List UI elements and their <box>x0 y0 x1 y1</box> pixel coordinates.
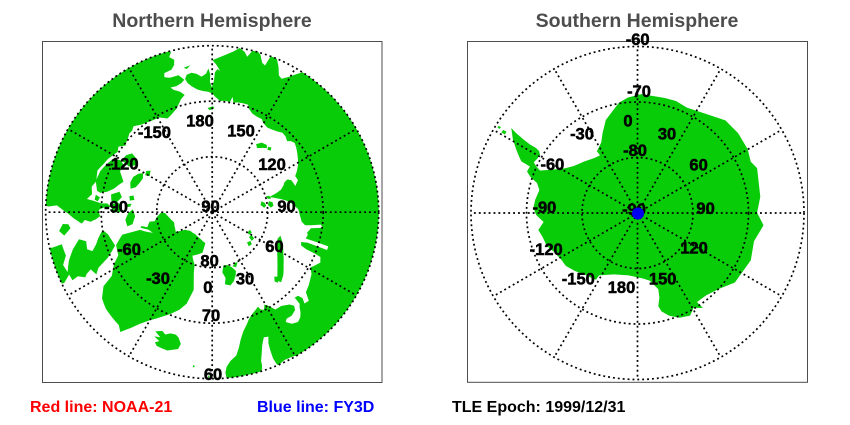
svg-text:0: 0 <box>203 279 212 297</box>
svg-text:-120: -120 <box>105 156 138 174</box>
svg-text:180: 180 <box>186 113 214 131</box>
svg-text:90: 90 <box>201 198 219 216</box>
svg-text:-70: -70 <box>627 83 651 101</box>
svg-text:-60: -60 <box>626 31 650 49</box>
svg-text:-90: -90 <box>532 199 556 217</box>
svg-text:80: 80 <box>200 252 218 270</box>
svg-text:60: 60 <box>689 157 707 175</box>
svg-text:-150: -150 <box>562 271 595 289</box>
svg-text:90: 90 <box>277 198 295 216</box>
svg-text:-60: -60 <box>117 241 141 259</box>
svg-text:180: 180 <box>608 279 636 297</box>
svg-text:-120: -120 <box>530 241 563 259</box>
svg-text:60: 60 <box>204 366 222 384</box>
svg-text:-90: -90 <box>104 199 128 217</box>
svg-text:30: 30 <box>658 125 676 143</box>
svg-text:70: 70 <box>202 307 220 325</box>
svg-text:60: 60 <box>265 238 283 256</box>
svg-text:150: 150 <box>649 270 677 288</box>
svg-text:120: 120 <box>258 156 286 174</box>
svg-text:-60: -60 <box>540 156 564 174</box>
svg-text:30: 30 <box>236 271 254 289</box>
svg-text:-150: -150 <box>138 124 171 142</box>
svg-text:-30: -30 <box>570 126 594 144</box>
svg-text:120: 120 <box>680 239 708 257</box>
svg-text:-30: -30 <box>146 270 170 288</box>
svg-text:150: 150 <box>227 123 255 141</box>
svg-text:-80: -80 <box>623 142 647 160</box>
svg-text:90: 90 <box>696 200 714 218</box>
svg-text:0: 0 <box>623 113 632 131</box>
